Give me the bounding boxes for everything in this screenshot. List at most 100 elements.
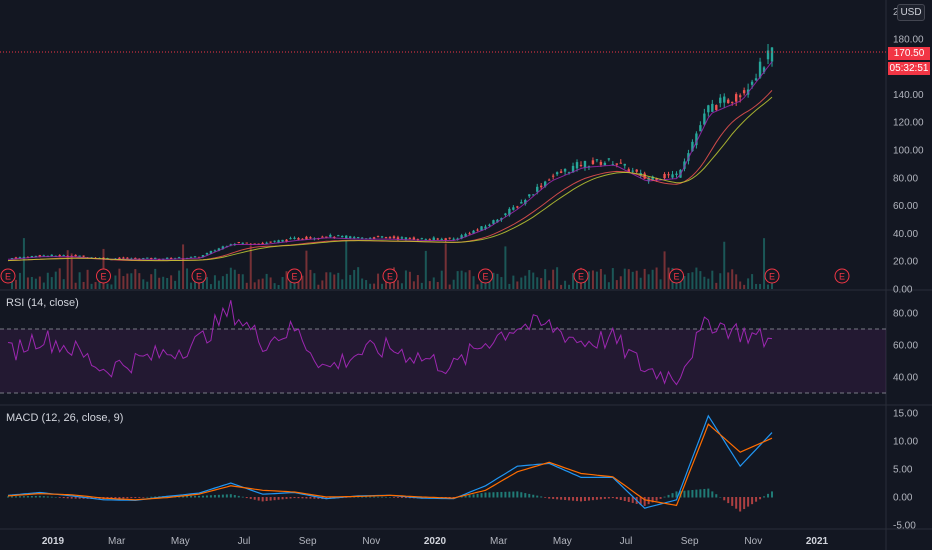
price-axis[interactable]: 2180.00160.00140.00120.00100.0080.0060.0… [893, 7, 924, 532]
svg-text:E: E [100, 272, 106, 282]
candle-body [480, 226, 483, 231]
candle-body [269, 241, 272, 243]
volume-bar [655, 267, 658, 289]
volume-bar [150, 274, 153, 289]
macd-histogram-bar [325, 497, 328, 500]
candle-body [432, 237, 435, 241]
price-tick-label: 140.00 [893, 90, 924, 101]
macd-histogram-bar [727, 497, 730, 504]
macd-histogram-bar [392, 497, 395, 498]
candle-body [213, 250, 217, 252]
candle-body [516, 206, 519, 208]
macd-histogram-bar [301, 497, 304, 499]
macd-histogram-bar [229, 494, 232, 498]
candle-body [683, 161, 686, 169]
candle-body [30, 255, 34, 258]
volume-bar [293, 278, 296, 289]
candle-body [146, 257, 149, 259]
macd-histogram-bar [623, 497, 626, 501]
macd-histogram-bar [492, 492, 495, 498]
volume-bar [361, 278, 364, 289]
volume-bar [146, 281, 149, 289]
volume-bar [114, 275, 117, 289]
volume-bar [217, 280, 220, 289]
candle-body [599, 161, 603, 165]
candle-body [388, 237, 392, 239]
candle-body [615, 163, 619, 165]
candle-body [631, 170, 634, 172]
candle-body [241, 242, 244, 244]
macd-label[interactable]: MACD (12, 26, close, 9) [6, 412, 124, 424]
candle-body [217, 248, 221, 251]
macd-histogram-bar [209, 495, 212, 498]
macd-histogram-bar [400, 497, 403, 498]
volume-bar [695, 267, 698, 289]
volume-bar [229, 267, 232, 289]
macd-histogram-bar [381, 496, 384, 498]
macd-histogram-bar [719, 497, 722, 498]
macd-histogram-bar [46, 496, 49, 498]
volume-bar [711, 270, 714, 289]
macd-histogram-bar [245, 497, 248, 499]
macd-tick-label: -5.00 [893, 521, 916, 532]
currency-button[interactable]: USD [897, 4, 925, 21]
macd-histogram-bar [146, 496, 149, 498]
volume-bar [707, 278, 710, 289]
volume-bar [178, 270, 181, 289]
earnings-marker: E [834, 268, 850, 284]
macd-histogram-bar [472, 494, 475, 498]
macd-histogram-bar [695, 489, 698, 498]
time-axis[interactable]: 2019 Mar May Jul Sep Nov 2020 Mar May Jul Sep Nov 20… [42, 536, 829, 547]
candle-body [492, 220, 495, 224]
macd-histogram-bar [512, 491, 515, 498]
candle-body [770, 47, 774, 62]
macd-histogram-bar [587, 497, 590, 501]
volume-bar [18, 272, 21, 289]
macd-histogram-bar [735, 497, 738, 509]
candle-body [762, 67, 766, 73]
volume-bar [122, 276, 125, 289]
candle-body [476, 229, 479, 231]
candle-body [555, 172, 559, 175]
candle-body [528, 194, 531, 197]
candle-body [543, 181, 547, 187]
volume-bar [615, 280, 618, 289]
volume-bar [651, 269, 654, 289]
time-tick-label: Sep [299, 536, 317, 547]
rsi-label[interactable]: RSI (14, close) [6, 297, 79, 309]
macd-histogram-bar [54, 497, 57, 498]
candle-body [707, 105, 710, 113]
candle-body [297, 238, 300, 240]
macd-histogram-bar [576, 497, 579, 502]
macd-histogram-bar [687, 490, 690, 498]
macd-histogram-bar [480, 493, 483, 498]
macd-histogram-bar [544, 497, 547, 498]
macd-histogram-bar [540, 496, 543, 498]
macd-histogram-bar [293, 497, 296, 499]
rsi-tick-label: 80.00 [893, 309, 918, 320]
candle-body [416, 239, 420, 241]
macd-histogram-bar [667, 494, 670, 498]
macd-histogram-bar [182, 495, 185, 498]
candle-body [372, 237, 376, 239]
macd-histogram-bar [599, 497, 602, 500]
candle-body [532, 194, 535, 196]
macd-histogram-bar [42, 496, 45, 498]
volume-bar [508, 283, 511, 289]
moving-averages [0, 51, 886, 262]
volume-bar [154, 268, 157, 289]
candle-body [651, 176, 654, 181]
volume-bar [237, 273, 240, 289]
volume-bar [138, 273, 141, 289]
macd-histogram-bar [126, 497, 129, 499]
volume-bar [731, 269, 734, 289]
macd-histogram-bar [305, 497, 308, 499]
candle-body [309, 237, 312, 239]
volume-bar [221, 276, 224, 289]
macd-histogram-bar [269, 497, 272, 501]
volume-bar [743, 284, 746, 289]
macd-histogram-bar [273, 497, 276, 501]
macd-histogram-bar [265, 497, 268, 501]
